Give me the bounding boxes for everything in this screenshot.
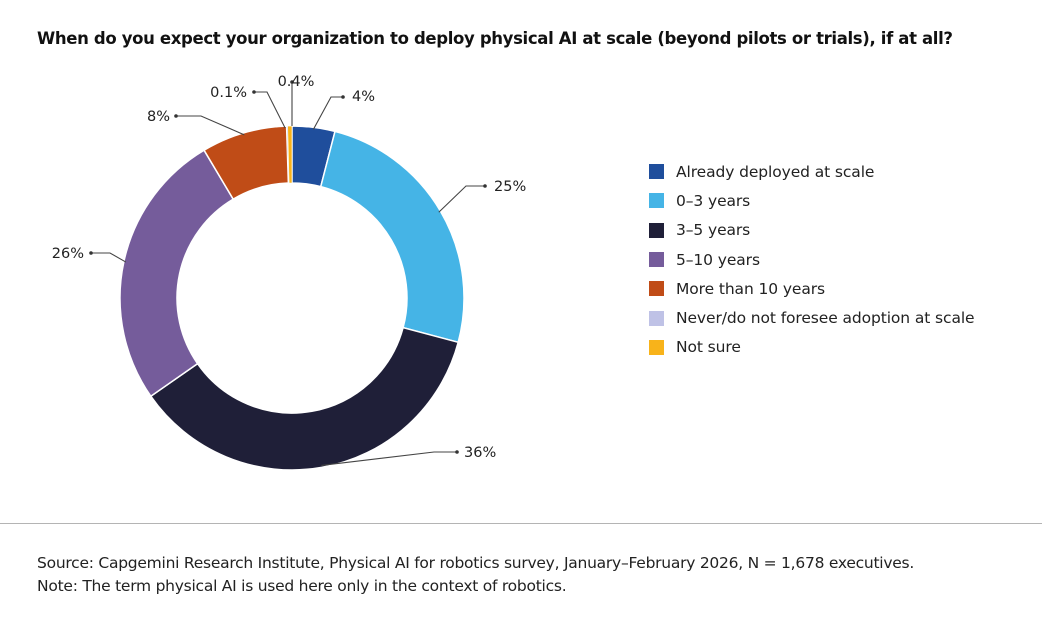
legend-label: 5–10 years [676, 250, 760, 269]
leader-dot-already-deployed-at-scale [341, 95, 345, 99]
leader-dot-never-do-not-foresee-adoption-at-scale [252, 90, 256, 94]
slice-5-10-years [119, 149, 235, 398]
legend-swatch [649, 310, 664, 326]
legend-item-already-deployed: Already deployed at scale [649, 157, 975, 186]
data-label-never-do-not-foresee-adoption-at-scale: 0.1% [210, 85, 247, 101]
data-label-0-3-years: 25% [494, 179, 526, 195]
legend-item-5-10-years: 5–10 years [649, 245, 975, 274]
leader-dot-more-than-10-years [174, 114, 178, 118]
data-labels: 4% 25% 36% 26% 8% 0.1% 0.4% [52, 74, 526, 461]
leader-dot-5-10-years [89, 251, 93, 255]
leader-line-3-5-years [321, 451, 457, 466]
legend-swatch [649, 193, 664, 209]
data-label-already-deployed-at-scale: 4% [352, 89, 375, 105]
leader-dot-not-sure [290, 80, 294, 84]
slice-not-sure [287, 125, 293, 184]
leader-line-more-than-10-years [176, 115, 245, 136]
data-label-5-10-years: 26% [52, 246, 84, 262]
chart-title: When do you expect your organization to … [37, 29, 953, 48]
legend-item-3-5-years: 3–5 years [649, 216, 975, 245]
leader-line-never-do-not-foresee-adoption-at-scale [254, 91, 286, 129]
leader-line-5-10-years [91, 252, 127, 263]
footer-divider [0, 523, 1042, 524]
leader-dot-0-3-years [483, 184, 487, 188]
legend-swatch [649, 252, 664, 268]
donut-slices [119, 125, 465, 471]
slice-3-5-years [149, 326, 460, 471]
leader-line-0-3-years [438, 185, 485, 213]
legend-label: Already deployed at scale [676, 162, 875, 181]
legend-label: 0–3 years [676, 191, 751, 210]
legend-item-more-than-10-years: More than 10 years [649, 274, 975, 303]
legend-label: 3–5 years [676, 221, 751, 240]
data-label-3-5-years: 36% [464, 445, 496, 461]
legend-label: Not sure [676, 338, 741, 357]
legend-swatch [649, 164, 664, 180]
legend-label: Never/do not foresee adoption at scale [676, 309, 975, 328]
legend-item-never: Never/do not foresee adoption at scale [649, 303, 975, 332]
leader-lines [89, 80, 487, 466]
definition-note: Note: The term physical AI is used here … [37, 577, 567, 595]
source-note: Source: Capgemini Research Institute, Ph… [37, 554, 915, 572]
legend-item-0-3-years: 0–3 years [649, 186, 975, 215]
leader-line-already-deployed-at-scale [312, 96, 343, 130]
legend-label: More than 10 years [676, 279, 826, 298]
legend-swatch [649, 222, 664, 238]
footer: Source: Capgemini Research Institute, Ph… [37, 552, 914, 598]
data-label-more-than-10-years: 8% [147, 109, 170, 125]
legend-item-not-sure: Not sure [649, 333, 975, 362]
legend: Already deployed at scale 0–3 years 3–5 … [649, 157, 975, 362]
legend-swatch [649, 281, 664, 297]
slice-0-3-years [319, 130, 465, 344]
leader-dot-3-5-years [455, 450, 459, 454]
legend-swatch [649, 339, 664, 355]
data-label-not-sure: 0.4% [278, 74, 315, 90]
